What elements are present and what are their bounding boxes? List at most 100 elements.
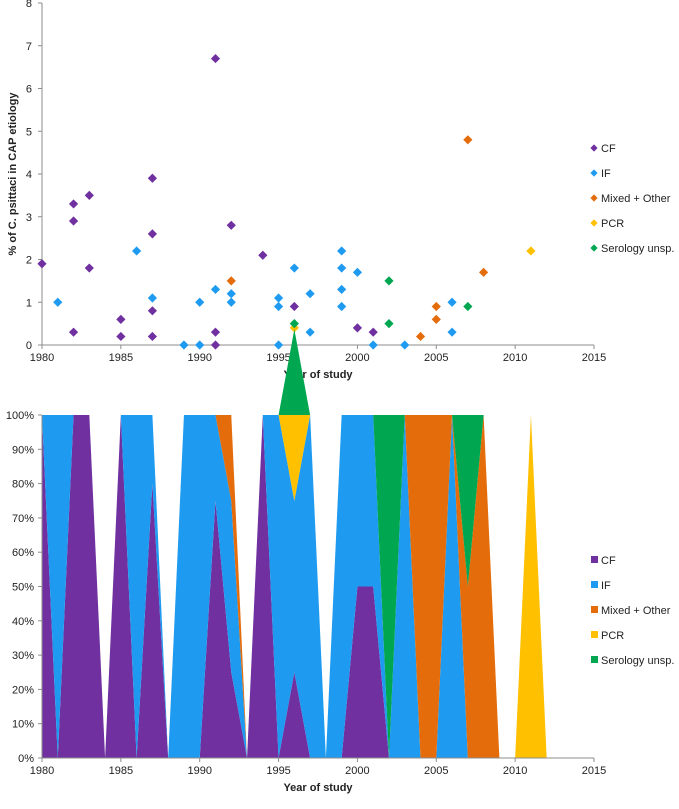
data-point-if — [337, 301, 347, 312]
x-tick-label: 2010 — [503, 765, 527, 777]
area-pcr — [42, 415, 547, 758]
legend-swatch — [591, 631, 598, 638]
x-tick-label: 1995 — [266, 765, 290, 777]
data-point-if — [368, 340, 378, 350]
legend-label: CF — [601, 143, 616, 155]
x-tick-label: 1990 — [187, 352, 211, 364]
y-tick-label: 0% — [18, 753, 34, 765]
legend-label: CF — [601, 555, 616, 567]
x-tick-label: 1995 — [266, 352, 290, 364]
legend-marker — [590, 194, 598, 202]
data-point-if — [210, 284, 221, 295]
data-point-cf — [210, 340, 221, 350]
legend-marker — [590, 144, 598, 152]
legend-swatch — [591, 656, 598, 663]
data-point-if — [273, 293, 284, 303]
y-tick-label: 70% — [12, 513, 34, 525]
legend-label: IF — [601, 580, 611, 592]
data-point-cf — [210, 327, 221, 337]
area-serology-unsp- — [42, 329, 547, 758]
data-point-if — [289, 263, 299, 273]
y-tick-label: 7 — [26, 41, 32, 53]
legend-label: Mixed + Other — [601, 605, 671, 617]
y-tick-label: 4 — [26, 169, 32, 181]
y-tick-label: 40% — [12, 616, 34, 628]
y-tick-label: 1 — [26, 297, 32, 309]
data-point-mixed-other — [463, 135, 473, 145]
x-tick-label: 2005 — [424, 765, 448, 777]
data-point-cf — [210, 53, 221, 64]
y-tick-label: 60% — [12, 547, 34, 559]
x-tick-label: 2000 — [345, 352, 369, 364]
scatter-chart: 0 1 2 3 4 5 6 7 8 1980 1985 1990 1995 2000 2005 2010 201… — [7, 0, 674, 381]
data-point-cf — [289, 301, 299, 312]
data-point-cf — [368, 327, 378, 337]
data-point-cf — [116, 331, 126, 342]
y-tick-label: 10% — [12, 719, 34, 731]
area-cf — [42, 415, 547, 758]
legend-swatch — [591, 556, 598, 563]
data-point-if — [53, 297, 63, 307]
legend-swatch — [591, 581, 598, 588]
data-point-mixed-other — [415, 331, 426, 342]
data-point-mixed-other — [431, 314, 441, 324]
data-point-if — [447, 327, 457, 337]
data-point-cf — [147, 306, 157, 316]
data-point-if — [447, 297, 457, 307]
data-point-if — [195, 340, 205, 350]
data-point-serology-unsp- — [384, 276, 394, 286]
x-tick-label: 2015 — [582, 352, 606, 364]
x-tick-label: 1985 — [109, 765, 133, 777]
x-tick-label: 2015 — [582, 765, 606, 777]
data-point-mixed-other — [226, 276, 236, 286]
x-tick-label: 2000 — [345, 765, 369, 777]
data-point-if — [195, 297, 205, 307]
area-mixed-other — [42, 415, 547, 758]
y-tick-label: 30% — [12, 650, 34, 662]
data-point-cf — [147, 173, 157, 183]
data-point-if — [305, 289, 315, 299]
legend-label: PCR — [601, 630, 624, 642]
x-tick-label: 1980 — [30, 765, 54, 777]
data-point-if — [226, 289, 236, 299]
legend-label: Serology unsp. — [601, 243, 674, 255]
data-point-serology-unsp- — [289, 319, 299, 329]
data-point-if — [337, 263, 347, 273]
data-point-if — [132, 246, 142, 256]
y-axis-title: % of C. psittaci in CAP etiology — [7, 92, 19, 256]
legend-swatch — [591, 606, 598, 613]
stacked-area-chart: 0% 10% 20% 30% 40% 50% 60% 70% 80% 90% 100% 1980 198… — [6, 329, 674, 794]
y-tick-label: 8 — [26, 0, 32, 10]
y-tick-label: 100% — [6, 410, 34, 422]
data-point-serology-unsp- — [384, 319, 394, 329]
area-if — [42, 415, 547, 758]
y-tick-label: 90% — [12, 444, 34, 456]
data-point-if — [352, 267, 363, 277]
y-tick-label: 80% — [12, 479, 34, 491]
data-point-mixed-other — [431, 301, 441, 312]
x-axis-title: Year of study — [283, 782, 353, 794]
x-tick-label: 2005 — [424, 352, 448, 364]
data-point-cf — [147, 331, 157, 342]
data-point-cf — [352, 323, 363, 333]
data-point-cf — [37, 259, 47, 269]
y-tick-label: 5 — [26, 126, 32, 138]
data-point-mixed-other — [479, 267, 489, 277]
data-point-cf — [84, 190, 94, 200]
data-point-if — [179, 340, 189, 350]
data-point-cf — [68, 216, 79, 226]
y-tick-label: 20% — [12, 684, 34, 696]
data-point-cf — [68, 199, 79, 209]
legend-marker — [590, 169, 598, 177]
data-point-if — [305, 327, 315, 337]
data-point-cf — [147, 229, 157, 239]
legend-label: PCR — [601, 218, 624, 230]
legend-marker — [590, 244, 598, 252]
y-tick-label: 6 — [26, 84, 32, 96]
x-tick-label: 2010 — [503, 352, 527, 364]
data-point-if — [273, 340, 284, 350]
legend-label: IF — [601, 168, 611, 180]
legend-label: Mixed + Other — [601, 193, 671, 205]
data-point-pcr — [526, 246, 536, 256]
